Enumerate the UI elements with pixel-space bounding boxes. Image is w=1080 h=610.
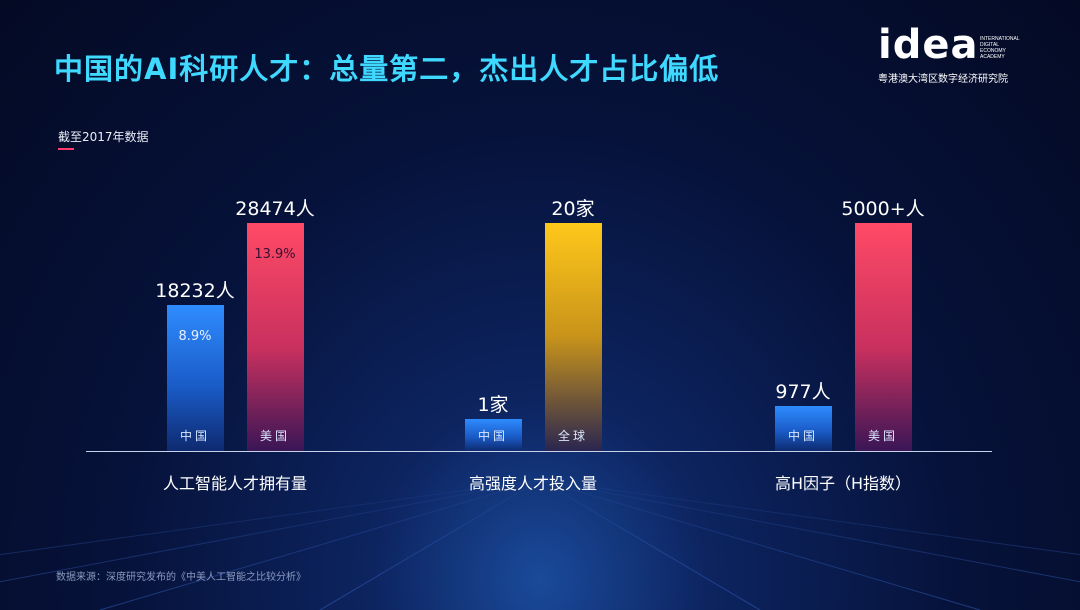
page-title: 中国的AI科研人才：总量第二，杰出人才占比偏低 [54,52,720,86]
chart-baseline [86,451,992,452]
bar-category-label: 中国 [179,429,210,443]
bar-value-label: 5000+人 [841,198,925,220]
bar-value-label: 28474人 [235,198,315,220]
bar-category-label: 美国 [867,429,898,443]
bar-3-1 [774,406,832,451]
bar-category-label: 中国 [787,429,818,443]
bar-2-2 [544,223,602,451]
logo-subtitle-en: INTERNATIONAL DIGITAL ECONOMY ACADEMY [980,36,1020,60]
bar-value-label: 977人 [775,381,831,404]
group-label: 高H因子（H指数） [774,474,912,493]
grid-floor-decoration [0,480,1080,610]
bar-1-1 [166,305,224,451]
bar-2-1 [464,419,522,451]
bar-category-label: 中国 [477,429,508,443]
group-label: 人工智能人才拥有量 [162,474,307,493]
group-label: 高强度人才投入量 [468,474,597,493]
bar-1-2 [246,223,304,451]
source-note: 数据来源：深度研究发布的《中美人工智能之比较分析》 [56,572,306,583]
bar-category-label: 全球 [557,429,588,443]
logo-subtitle-cn: 粤港澳大湾区数字经济研究院 [878,74,1008,85]
bar-category-label: 美国 [259,429,290,443]
bar-value-label: 18232人 [155,280,235,302]
logo-wordmark: idea [878,22,979,68]
data-date-note: 截至2017年数据 [58,130,149,144]
note-accent-line [58,148,74,150]
bar-share-label: 8.9% [178,329,212,344]
bar-value-label: 1家 [477,394,509,416]
bar-share-label: 13.9% [254,247,296,262]
idea-logo: idea INTERNATIONAL DIGITAL ECONOMY ACADE… [878,22,1028,85]
bar-3-2 [854,223,912,451]
bar-value-label: 20家 [551,198,595,220]
